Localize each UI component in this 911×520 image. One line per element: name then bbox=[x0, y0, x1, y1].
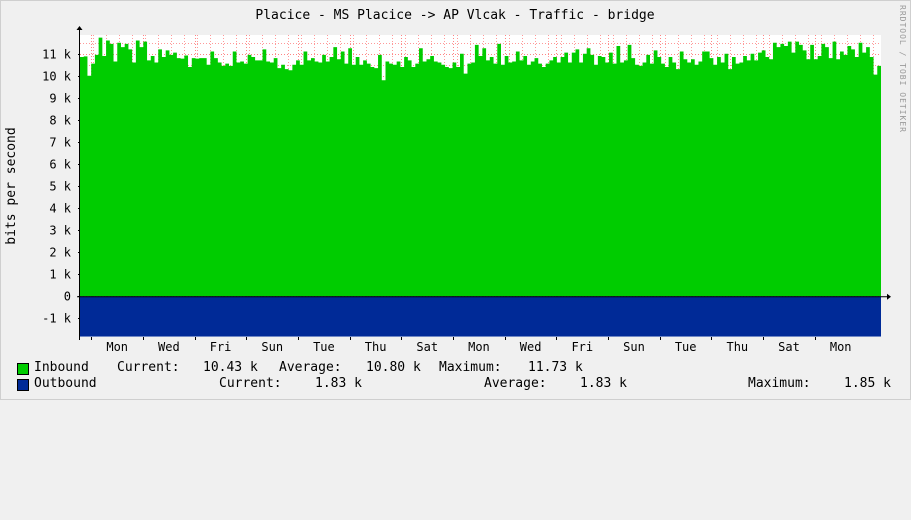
inbound-label: Inbound bbox=[34, 360, 89, 375]
x-tick-label: Sat bbox=[416, 340, 438, 354]
x-tick-label: Thu bbox=[365, 340, 387, 354]
x-axis-arrow bbox=[887, 293, 891, 300]
inbound-average-value: 10.80 k bbox=[366, 360, 421, 375]
data-areas bbox=[80, 37, 881, 337]
inbound-average-label: Average: bbox=[279, 360, 342, 375]
inbound-maximum-value: 11.73 k bbox=[528, 360, 583, 375]
x-tick-label: Thu bbox=[726, 340, 748, 354]
outbound-area bbox=[80, 296, 881, 337]
y-tick-label: 7 k bbox=[49, 136, 71, 150]
y-tick-label: 10 k bbox=[42, 70, 72, 84]
chart-title: Placice - MS Placice -> AP Vlcak - Traff… bbox=[255, 8, 654, 23]
x-tick-label: Tue bbox=[313, 340, 335, 354]
y-tick-label: 3 k bbox=[49, 224, 71, 238]
rrdtool-watermark: RRDTOOL / TOBI OETIKER bbox=[898, 5, 907, 133]
inbound-current-label: Current: bbox=[117, 360, 180, 375]
y-tick-label: 9 k bbox=[49, 92, 71, 106]
x-tick-labels: Mon Wed Fri Sun Tue Thu Sat Mon Wed Fri Sun Tue Thu S… bbox=[106, 340, 851, 354]
y-axis-arrow bbox=[76, 26, 83, 30]
legend-inbound: Inbound Current: 10.43 k Average: 10.80 … bbox=[0, 360, 911, 376]
x-tick-label: Tue bbox=[675, 340, 697, 354]
y-tick-label: 1 k bbox=[49, 268, 71, 282]
traffic-chart: Placice - MS Placice -> AP Vlcak - Traff… bbox=[0, 0, 911, 400]
y-tick-label: 0 bbox=[64, 290, 71, 304]
inbound-current-value: 10.43 k bbox=[203, 360, 258, 375]
y-tick-label: 4 k bbox=[49, 202, 71, 216]
x-tick-label: Wed bbox=[158, 340, 180, 354]
outbound-current-value: 1.83 k bbox=[315, 376, 362, 391]
y-tick-label: 8 k bbox=[49, 114, 71, 128]
y-axis-label: bits per second bbox=[4, 127, 19, 244]
x-tick-label: Fri bbox=[210, 340, 232, 354]
x-tick-label: Mon bbox=[106, 340, 128, 354]
y-tick-label: -1 k bbox=[42, 312, 72, 326]
x-tick-label: Mon bbox=[830, 340, 852, 354]
y-tick-label: 2 k bbox=[49, 246, 71, 260]
y-tick-labels: 11 k 10 k 9 k 8 k 7 k 6 k 5 k 4 k 3 k 2 k 1 k 0 -1 k bbox=[42, 48, 72, 326]
outbound-maximum-label: Maximum: bbox=[748, 376, 811, 391]
x-tick-label: Fri bbox=[571, 340, 593, 354]
axes bbox=[76, 26, 891, 340]
y-tick-label: 11 k bbox=[42, 48, 72, 62]
outbound-label: Outbound bbox=[34, 376, 97, 391]
x-tick-label: Sun bbox=[261, 340, 283, 354]
outbound-swatch bbox=[17, 379, 29, 391]
outbound-average-label: Average: bbox=[484, 376, 547, 391]
legend-outbound: Outbound Current: 1.83 k Average: 1.83 k… bbox=[0, 376, 911, 392]
outbound-average-value: 1.83 k bbox=[580, 376, 627, 391]
y-tick-label: 6 k bbox=[49, 158, 71, 172]
inbound-maximum-label: Maximum: bbox=[439, 360, 502, 375]
y-tick-label: 5 k bbox=[49, 180, 71, 194]
inbound-swatch bbox=[17, 363, 29, 375]
x-tick-label: Mon bbox=[468, 340, 490, 354]
inbound-area bbox=[80, 37, 881, 297]
x-tick-label: Wed bbox=[520, 340, 542, 354]
outbound-maximum-value: 1.85 k bbox=[844, 376, 891, 391]
x-tick-label: Sun bbox=[623, 340, 645, 354]
outbound-current-label: Current: bbox=[219, 376, 282, 391]
x-tick-label: Sat bbox=[778, 340, 800, 354]
